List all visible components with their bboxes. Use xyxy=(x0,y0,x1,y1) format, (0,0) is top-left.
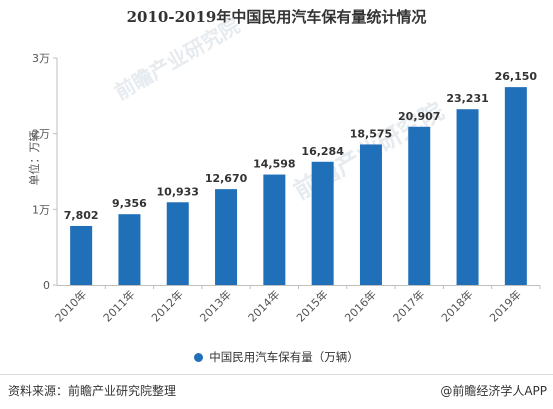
legend: 中国民用汽车保有量（万辆） xyxy=(0,349,553,365)
x-tick-label: 2018年 xyxy=(438,287,475,324)
credit-note: @前瞻经济学人APP xyxy=(440,384,547,398)
x-tick-label: 2015年 xyxy=(293,287,330,324)
bar xyxy=(70,225,93,285)
bar xyxy=(504,87,527,285)
bar xyxy=(166,202,189,285)
bar xyxy=(263,174,286,285)
x-tick-label: 2011年 xyxy=(100,287,137,324)
y-tick-label: 2万 xyxy=(32,128,50,141)
y-tick-label: 3万 xyxy=(32,52,50,65)
data-label: 26,150 xyxy=(495,70,538,83)
y-tick-label: 0 xyxy=(43,279,50,292)
x-tick-label: 2016年 xyxy=(342,287,379,324)
bars xyxy=(70,87,527,285)
bar xyxy=(215,189,238,285)
data-label: 18,575 xyxy=(350,127,392,140)
y-tick-label: 1万 xyxy=(32,203,50,216)
bar xyxy=(118,214,141,285)
data-label: 7,802 xyxy=(64,209,99,222)
x-tick-label: 2019年 xyxy=(486,287,523,324)
x-tick-label: 2010年 xyxy=(52,287,89,324)
data-label: 23,231 xyxy=(446,92,488,105)
legend-marker xyxy=(194,353,204,362)
data-label: 9,356 xyxy=(112,197,147,210)
chart-title: 2010-2019年中国民用汽车保有量统计情况 xyxy=(126,8,427,26)
data-label: 16,284 xyxy=(301,145,344,158)
y-ticks: 0 1万 2万 3万 xyxy=(32,52,57,292)
value-labels: 7,802 9,356 10,933 12,670 14,598 16,284 18,575… xyxy=(64,70,538,222)
data-label: 20,907 xyxy=(398,110,440,123)
x-tick-labels: 2010年 2011年 2012年 2013年 2014年 2015年 2016年 2017年… xyxy=(52,285,541,325)
x-tick-label: 2017年 xyxy=(390,287,427,324)
bar xyxy=(456,109,479,285)
bar xyxy=(408,126,431,285)
x-tick-label: 2012年 xyxy=(148,287,185,324)
legend-label: 中国民用汽车保有量（万辆） xyxy=(209,350,359,364)
watermark: 前瞻产业研究院 xyxy=(111,14,244,105)
data-label: 12,670 xyxy=(205,172,248,185)
x-tick-label: 2013年 xyxy=(197,287,234,324)
source-note: 资料来源：前瞻产业研究院整理 xyxy=(8,384,177,398)
bar xyxy=(311,161,334,285)
x-tick-label: 2014年 xyxy=(245,287,282,324)
data-label: 14,598 xyxy=(253,158,295,171)
bar xyxy=(359,144,382,285)
data-label: 10,933 xyxy=(157,185,199,198)
y-axis-label: 单位：万辆 xyxy=(28,130,41,186)
footer-divider xyxy=(0,374,553,375)
